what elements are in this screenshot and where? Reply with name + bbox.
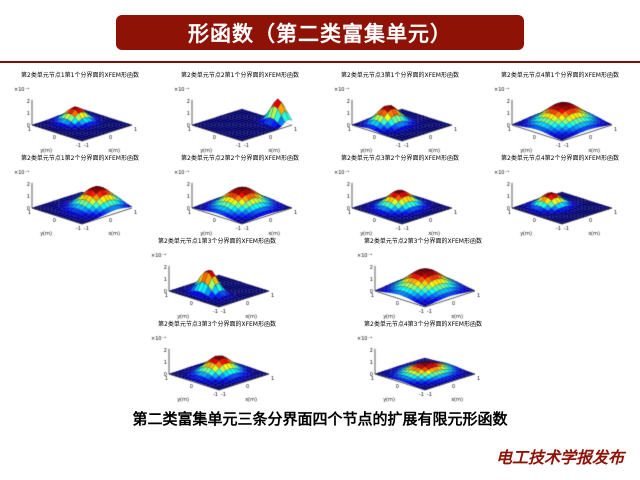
plot-title: 第2类单元节点1第1个分界面的XFEM形函数 (21, 72, 139, 79)
plot-title: 第2类单元节点1第3个分界面的XFEM形函数 (158, 238, 276, 245)
plot-title: 第2类单元节点3第3个分界面的XFEM形函数 (158, 321, 276, 328)
plot-title: 第2类单元节点2第3个分界面的XFEM形函数 (364, 238, 482, 245)
publisher-credit: 电工技术学报发布 (495, 448, 624, 467)
surface-plot: 第2类单元节点4第2个分界面的XFEM形函数 (485, 155, 635, 238)
surface-canvas (147, 245, 287, 321)
plot-row: 第2类单元节点3第3个分界面的XFEM形函数 第2类单元节点4第3个分界面的XFE… (0, 321, 640, 404)
divider-line (0, 61, 640, 63)
plot-row: 第2类单元节点1第3个分界面的XFEM形函数 第2类单元节点2第3个分界面的XFE… (0, 238, 640, 321)
surface-plot: 第2类单元节点4第1个分界面的XFEM形函数 (485, 72, 635, 155)
plots-grid: 第2类单元节点1第1个分界面的XFEM形函数 第2类单元节点2第1个分界面的XFE… (0, 72, 640, 404)
title-banner: 形函数（第二类富集单元） (116, 15, 524, 50)
plot-row: 第2类单元节点1第1个分界面的XFEM形函数 第2类单元节点2第1个分界面的XFE… (0, 72, 640, 155)
surface-canvas (330, 79, 470, 155)
plot-title: 第2类单元节点4第3个分界面的XFEM形函数 (364, 321, 482, 328)
surface-canvas (353, 245, 493, 321)
surface-canvas (170, 79, 310, 155)
plot-title: 第2类单元节点3第2个分界面的XFEM形函数 (341, 155, 459, 162)
surface-plot: 第2类单元节点1第1个分界面的XFEM形函数 (5, 72, 155, 155)
surface-canvas (490, 162, 630, 238)
surface-plot: 第2类单元节点2第3个分界面的XFEM形函数 (348, 238, 498, 321)
surface-plot: 第2类单元节点1第3个分界面的XFEM形函数 (142, 238, 292, 321)
surface-plot: 第2类单元节点3第1个分界面的XFEM形函数 (325, 72, 475, 155)
surface-canvas (490, 79, 630, 155)
plot-title: 第2类单元节点1第2个分界面的XFEM形函数 (21, 155, 139, 162)
surface-plot: 第2类单元节点2第1个分界面的XFEM形函数 (165, 72, 315, 155)
plot-title: 第2类单元节点2第2个分界面的XFEM形函数 (181, 155, 299, 162)
plot-title: 第2类单元节点3第1个分界面的XFEM形函数 (341, 72, 459, 79)
surface-plot: 第2类单元节点4第3个分界面的XFEM形函数 (348, 321, 498, 404)
figure-caption: 第二类富集单元三条分界面四个节点的扩展有限元形函数 (132, 410, 508, 428)
plot-title: 第2类单元节点2第1个分界面的XFEM形函数 (181, 72, 299, 79)
surface-canvas (147, 328, 287, 404)
surface-plot: 第2类单元节点1第2个分界面的XFEM形函数 (5, 155, 155, 238)
plot-title: 第2类单元节点4第1个分界面的XFEM形函数 (501, 72, 619, 79)
surface-canvas (170, 162, 310, 238)
slide-title: 形函数（第二类富集单元） (188, 21, 452, 46)
surface-canvas (10, 79, 150, 155)
plot-row: 第2类单元节点1第2个分界面的XFEM形函数 第2类单元节点2第2个分界面的XFE… (0, 155, 640, 238)
surface-plot: 第2类单元节点2第2个分界面的XFEM形函数 (165, 155, 315, 238)
surface-canvas (353, 328, 493, 404)
surface-plot: 第2类单元节点3第2个分界面的XFEM形函数 (325, 155, 475, 238)
surface-canvas (330, 162, 470, 238)
surface-canvas (10, 162, 150, 238)
surface-plot: 第2类单元节点3第3个分界面的XFEM形函数 (142, 321, 292, 404)
plot-title: 第2类单元节点4第2个分界面的XFEM形函数 (501, 155, 619, 162)
